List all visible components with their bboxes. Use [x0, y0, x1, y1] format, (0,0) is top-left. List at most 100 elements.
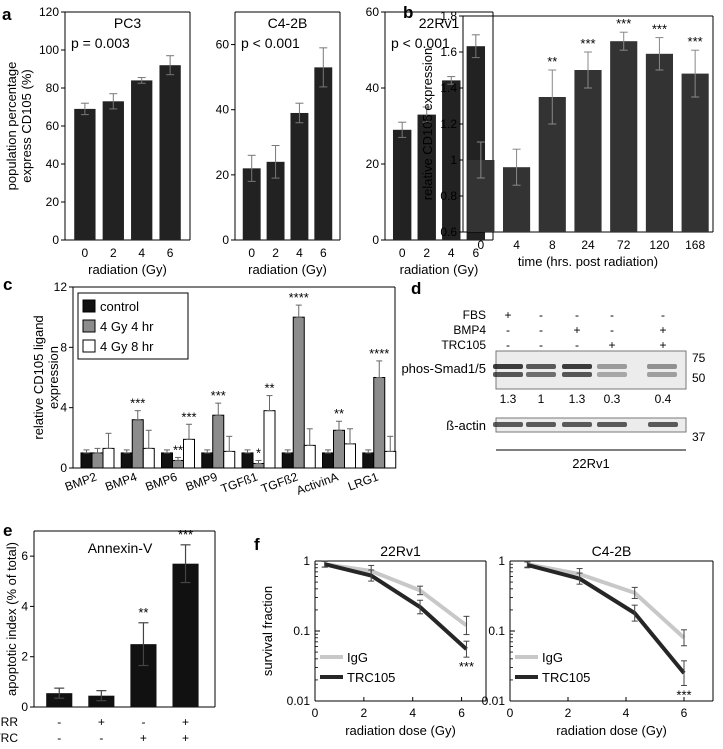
y-axis-label: relative CD105 expression	[420, 48, 435, 200]
y-tick-label: 1.4	[440, 81, 457, 95]
significance-mark: ****	[369, 346, 389, 361]
panel-label-f: f	[254, 535, 260, 554]
p-value-annotation: p = 0.003	[71, 35, 130, 51]
chart-c-ligand-expression: 04812BMP2***BMP4*****BMP6***BMP9***TGFß1…	[31, 280, 397, 498]
quantification-value: 0.4	[655, 392, 672, 406]
bar	[46, 693, 73, 707]
x-tick-label: 4	[623, 706, 630, 720]
x-tick-label: 4	[513, 238, 520, 252]
legend-label: TRC105	[347, 670, 395, 685]
y-tick-label: 80	[46, 81, 60, 95]
blot-band	[526, 422, 556, 427]
legend-swatch	[82, 299, 96, 313]
significance-mark: ***	[178, 527, 193, 542]
x-tick-label: 2	[361, 706, 368, 720]
condition-label: IRR	[0, 715, 18, 729]
mw-marker: 75	[692, 351, 706, 365]
y-tick-label: 0.01	[482, 694, 506, 708]
bar	[159, 65, 181, 240]
bar	[161, 452, 173, 469]
significance-mark: ***	[130, 396, 145, 411]
bar	[172, 459, 184, 469]
blot-band	[493, 364, 523, 369]
blot-band	[597, 422, 627, 427]
x-tick-label: TGFß2	[259, 470, 300, 496]
series-line	[527, 562, 686, 640]
blot-band	[597, 372, 627, 377]
panel-label-c: c	[3, 275, 12, 294]
y-tick-label: 60	[366, 5, 380, 19]
p-value-annotation: p < 0.001	[391, 35, 450, 51]
y-tick-label: 2	[21, 650, 28, 664]
panel-label-a: a	[2, 5, 12, 24]
significance-mark: **	[547, 54, 557, 69]
bar	[131, 80, 153, 241]
blot-band	[526, 372, 556, 377]
legend-swatch	[82, 319, 96, 333]
blot-band	[647, 372, 677, 377]
y-tick-label: 1.8	[440, 9, 457, 23]
bar	[290, 112, 309, 240]
significance-mark: ***	[616, 16, 631, 31]
bar	[384, 450, 397, 469]
bar	[223, 450, 236, 469]
condition-mark: +	[659, 323, 666, 337]
y-tick-label: 0.1	[488, 624, 505, 638]
bar	[322, 452, 334, 469]
legend-label: 4 Gy 8 hr	[100, 339, 154, 354]
x-tick-label: BMP4	[103, 470, 139, 494]
x-tick-label: BMP2	[63, 470, 99, 494]
quantification-value: 1.3	[500, 392, 517, 406]
condition-mark: +	[182, 715, 189, 729]
panel-label-d: d	[411, 279, 421, 298]
condition-label: TRC	[0, 731, 18, 745]
bar	[88, 695, 115, 707]
chart-title: PC3	[114, 15, 141, 31]
y-tick-label: 8	[60, 340, 67, 354]
x-axis-label: radiation dose (Gy)	[556, 723, 667, 738]
y-tick-label: 1	[303, 554, 310, 568]
condition-mark: +	[504, 308, 511, 322]
significance-mark: **	[334, 406, 344, 421]
x-tick-label: 8	[549, 238, 556, 252]
significance-mark: ***	[181, 409, 196, 424]
y-tick-label: 1	[450, 153, 457, 167]
x-tick-label: 24	[581, 238, 595, 252]
quantification-value: 1.3	[569, 392, 586, 406]
legend-label: IgG	[347, 650, 368, 665]
y-tick-label: 0	[60, 461, 67, 475]
condition-mark: -	[610, 323, 614, 337]
x-tick-label: 6	[472, 246, 479, 260]
y-tick-label: 100	[39, 43, 59, 57]
mw-marker: 50	[692, 371, 706, 385]
mw-marker: 37	[692, 430, 706, 444]
x-axis-label: radiation (Gy)	[248, 262, 327, 277]
chart-title: 22Rv1	[380, 543, 421, 559]
y-tick-label: 1	[498, 554, 505, 568]
bar	[392, 129, 412, 240]
x-tick-label: 0	[248, 246, 255, 260]
x-tick-label: 0	[478, 238, 485, 252]
condition-mark: +	[140, 731, 147, 745]
condition-mark: -	[539, 338, 543, 352]
y-tick-label: 0	[21, 700, 28, 714]
condition-mark: -	[506, 338, 510, 352]
bar	[102, 101, 124, 240]
y-tick-label: 1.6	[440, 45, 457, 59]
y-tick-label: 0	[222, 233, 229, 247]
y-axis-label: expression	[46, 346, 61, 409]
chart-e-annexin: 0246*****Annexin-VIRR-+-+TRC--++apoptoti…	[0, 527, 216, 745]
x-tick-label: 6	[320, 246, 327, 260]
x-tick-label: 2	[423, 246, 430, 260]
significance-mark: **	[138, 605, 148, 620]
bar	[645, 53, 673, 232]
bar	[333, 429, 345, 469]
blot-band	[562, 422, 592, 427]
chart-f-c42b: 0.01 0.1 1 0 2 4 6 *** C4-2B radiation dose (Gy) I…	[482, 543, 714, 738]
x-tick-label: 4	[409, 706, 416, 720]
y-tick-label: 4	[60, 401, 67, 415]
bar	[373, 377, 386, 469]
condition-mark: -	[57, 731, 61, 745]
blot-band	[648, 422, 678, 427]
y-tick-label: 60	[216, 38, 230, 52]
